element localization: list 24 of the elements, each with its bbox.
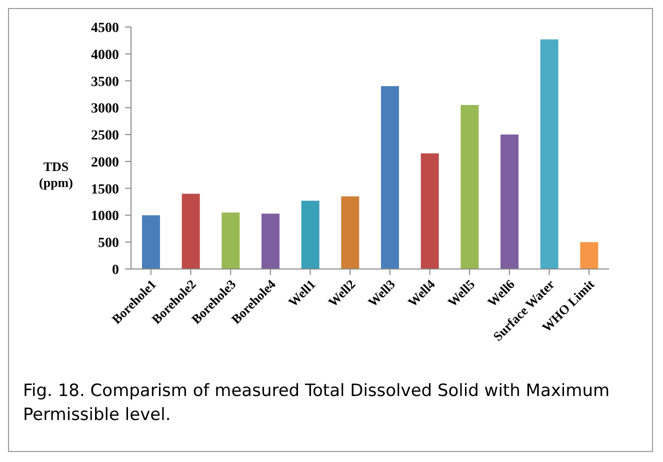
y-tick-label: 4500 [91,21,119,36]
bar [142,215,160,269]
bar [262,214,280,269]
bar [500,134,518,269]
bar [222,212,240,269]
y-tick-label: 2500 [91,128,119,144]
bar [182,194,200,269]
bar [381,86,399,269]
y-tick-label: 500 [98,236,119,252]
y-tick-label: 0 [112,263,119,278]
y-axis-title: TDS (ppm) [38,159,74,191]
y-tick-label: 2000 [91,155,119,170]
bar [460,104,479,269]
bar [341,196,360,269]
bar [420,153,439,269]
caption: Fig. 18. Comparism of measured Total Dissolved Solid with Maximum Permissible level. [23,380,611,427]
bar [301,200,320,269]
bar [580,242,598,269]
y-tick-label: 4000 [91,48,119,63]
y-tick-label: 1500 [91,182,119,198]
y-tick-label: 3500 [91,74,119,90]
y-tick-label: 3000 [91,102,119,117]
bar [540,39,558,269]
y-tick-label: 1000 [91,209,119,224]
